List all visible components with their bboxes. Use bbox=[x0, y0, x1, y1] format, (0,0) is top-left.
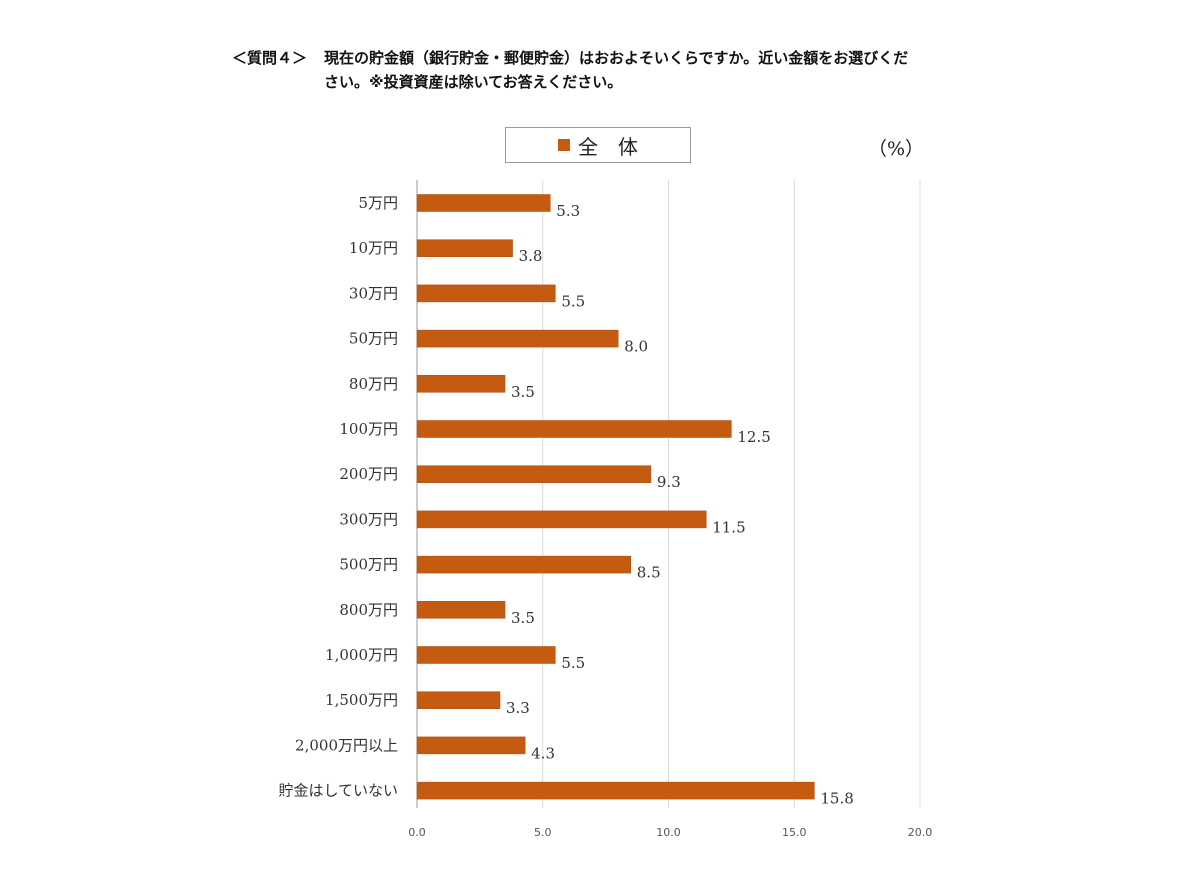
question-line-1: 現在の貯金額（銀行貯金・郵便貯金）はおおよそいくらですか。近い金額をお選びくだ bbox=[324, 49, 909, 67]
bar bbox=[416, 239, 513, 257]
question-label: ＜質問４＞ bbox=[232, 49, 308, 67]
legend-label: 全 体 bbox=[578, 134, 638, 159]
bar bbox=[416, 781, 815, 800]
x-tick-label: 15.0 bbox=[782, 826, 807, 839]
category-label: 30万円 bbox=[349, 284, 398, 302]
category-label: 5万円 bbox=[358, 194, 398, 212]
category-label: 10万円 bbox=[349, 239, 398, 257]
category-label: 80万円 bbox=[349, 375, 398, 393]
bar bbox=[416, 646, 556, 664]
bar bbox=[416, 194, 551, 212]
category-label: 1,000万円 bbox=[325, 646, 398, 664]
data-label: 3.3 bbox=[506, 699, 530, 717]
category-label: 500万円 bbox=[339, 556, 398, 574]
category-label: 200万円 bbox=[339, 465, 398, 483]
bar bbox=[416, 329, 619, 348]
x-tick-label: 5.0 bbox=[534, 826, 552, 839]
x-tick-label: 10.0 bbox=[656, 826, 681, 839]
category-label: 100万円 bbox=[339, 420, 398, 438]
bar bbox=[416, 601, 506, 619]
category-label: 300万円 bbox=[339, 510, 398, 528]
bar bbox=[416, 510, 707, 529]
bar bbox=[416, 284, 556, 303]
data-label: 15.8 bbox=[820, 790, 853, 808]
data-label: 9.3 bbox=[657, 473, 681, 491]
unit-label: （%） bbox=[868, 138, 925, 160]
bar bbox=[416, 375, 506, 393]
data-label: 3.5 bbox=[511, 609, 535, 627]
data-label: 8.5 bbox=[637, 564, 661, 582]
data-label: 11.5 bbox=[712, 518, 745, 536]
category-label: 貯金はしていない bbox=[278, 782, 398, 800]
question-line-2: さい。※投資資産は除いてお答えください。 bbox=[324, 73, 623, 91]
question-text: ＜質問４＞ 現在の貯金額（銀行貯金・郵便貯金）はおおよそいくらですか。近い金額をお… bbox=[232, 46, 992, 94]
category-label: 2,000万円以上 bbox=[295, 736, 398, 754]
bar bbox=[416, 555, 632, 574]
data-label: 5.5 bbox=[561, 654, 585, 672]
bar bbox=[416, 736, 526, 755]
bar bbox=[416, 691, 501, 709]
data-label: 3.8 bbox=[519, 247, 543, 265]
bar bbox=[416, 420, 732, 438]
data-label: 3.5 bbox=[511, 383, 535, 401]
x-tick-label: 0.0 bbox=[408, 826, 426, 839]
x-tick-label: 20.0 bbox=[908, 826, 933, 839]
category-label: 800万円 bbox=[339, 601, 398, 619]
bar bbox=[416, 465, 652, 483]
data-label: 5.3 bbox=[556, 202, 580, 220]
data-label: 8.0 bbox=[624, 338, 648, 356]
data-label: 5.5 bbox=[561, 292, 585, 310]
category-label: 50万円 bbox=[349, 330, 398, 348]
data-label: 4.3 bbox=[531, 744, 555, 762]
data-label: 12.5 bbox=[737, 428, 770, 446]
chart-legend: 全 体 bbox=[505, 127, 691, 163]
category-label: 1,500万円 bbox=[325, 691, 398, 709]
legend-swatch bbox=[558, 139, 570, 151]
